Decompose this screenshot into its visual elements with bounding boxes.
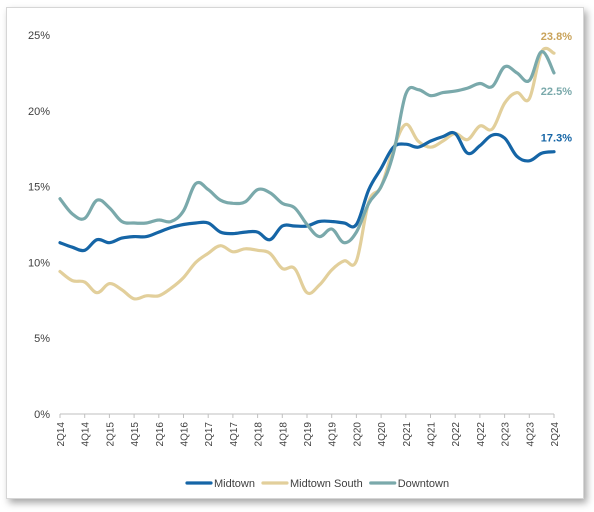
x-tick-label: 2Q23 <box>501 422 512 447</box>
x-tick-label: 2Q24 <box>550 422 561 447</box>
x-tick-label: 2Q17 <box>204 422 215 447</box>
y-tick-label: 0% <box>34 409 50 421</box>
y-tick-label: 25% <box>28 30 50 42</box>
x-tick-label: 2Q22 <box>451 422 462 447</box>
legend-item-midtown-south: Midtown South <box>261 478 363 490</box>
x-tick-label: 2Q20 <box>352 422 363 447</box>
series-line-midtown <box>58 130 556 253</box>
x-tick-label: 2Q18 <box>254 422 265 447</box>
x-tick-label: 4Q23 <box>525 422 536 447</box>
x-tick-label: 4Q21 <box>427 422 438 447</box>
x-tick-label: 4Q20 <box>377 422 388 447</box>
x-tick-label: 4Q15 <box>130 422 141 447</box>
chart-frame: 0% 5% 10% 15% 20% 25% 2Q14 4Q14 2Q15 4Q15 2Q16 4Q16… <box>6 7 584 499</box>
x-tick-label: 4Q17 <box>229 422 240 447</box>
y-tick-label: 15% <box>28 182 50 194</box>
x-tick-label: 2Q21 <box>402 422 413 447</box>
x-tick-label: 4Q14 <box>81 422 92 447</box>
end-label-midtown-south: 23.8% <box>541 31 572 43</box>
x-tick-label: 2Q19 <box>303 422 314 447</box>
series-line-midtown-south <box>58 46 556 301</box>
x-tick-label: 2Q15 <box>105 422 116 447</box>
end-label-downtown: 22.5% <box>541 86 572 98</box>
end-label-midtown: 17.3% <box>541 133 572 145</box>
x-tick-label: 4Q19 <box>328 422 339 447</box>
x-tick-label: 4Q22 <box>476 422 487 447</box>
legend-label: Downtown <box>398 478 449 490</box>
x-tick-label: 2Q14 <box>56 422 67 447</box>
x-tick-label: 4Q18 <box>278 422 289 447</box>
y-tick-label: 20% <box>28 106 50 118</box>
legend-item-midtown: Midtown <box>185 478 255 490</box>
y-tick-label: 10% <box>28 257 50 269</box>
legend-label: Midtown <box>214 478 255 490</box>
x-tick-label: 2Q16 <box>155 422 166 447</box>
series-line-downtown <box>58 50 556 245</box>
legend-item-downtown: Downtown <box>369 478 449 490</box>
y-tick-label: 5% <box>34 333 50 345</box>
legend-label: Midtown South <box>290 478 363 490</box>
x-tick-label: 4Q16 <box>180 422 191 447</box>
line-chart: 0% 5% 10% 15% 20% 25% 2Q14 4Q14 2Q15 4Q15 2Q16 4Q16… <box>28 30 572 490</box>
